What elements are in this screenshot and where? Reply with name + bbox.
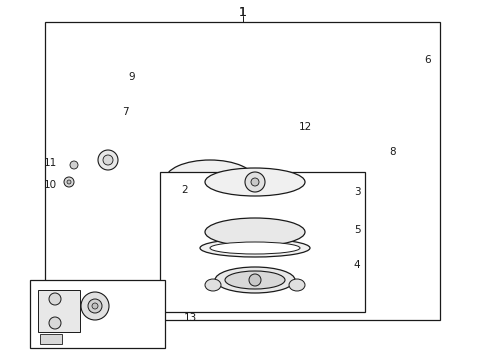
Text: 7: 7 (122, 107, 128, 117)
Ellipse shape (200, 239, 310, 257)
Polygon shape (152, 70, 225, 100)
Text: 1: 1 (239, 5, 247, 18)
Text: 13: 13 (183, 313, 196, 323)
Text: 3: 3 (354, 187, 360, 197)
Ellipse shape (165, 182, 255, 222)
Polygon shape (62, 158, 80, 172)
Polygon shape (358, 58, 425, 110)
Circle shape (103, 155, 113, 165)
Circle shape (98, 150, 118, 170)
Bar (40, 334, 62, 344)
Ellipse shape (205, 279, 221, 291)
Bar (160, 172, 365, 312)
Polygon shape (82, 85, 152, 155)
Circle shape (67, 180, 71, 184)
Text: 5: 5 (354, 225, 360, 235)
Ellipse shape (205, 218, 305, 246)
Text: 6: 6 (425, 55, 431, 65)
Polygon shape (285, 130, 316, 160)
Polygon shape (310, 62, 368, 112)
Ellipse shape (215, 267, 295, 293)
Circle shape (92, 303, 98, 309)
Text: 2: 2 (182, 185, 188, 195)
Text: 11: 11 (44, 158, 57, 168)
Bar (30, 280, 165, 348)
Bar (45, 22, 440, 320)
Circle shape (88, 299, 102, 313)
Polygon shape (82, 65, 340, 193)
Bar (38, 290, 80, 332)
Circle shape (49, 317, 61, 329)
Text: 10: 10 (44, 180, 56, 190)
Circle shape (251, 178, 259, 186)
Text: 8: 8 (390, 147, 396, 157)
Ellipse shape (225, 271, 285, 289)
Ellipse shape (289, 279, 305, 291)
Ellipse shape (205, 168, 305, 196)
Circle shape (64, 177, 74, 187)
Circle shape (81, 292, 109, 320)
Ellipse shape (165, 160, 255, 200)
Ellipse shape (210, 242, 300, 254)
Text: 4: 4 (354, 260, 360, 270)
Text: 1: 1 (239, 5, 247, 18)
Circle shape (49, 293, 61, 305)
Text: 12: 12 (298, 122, 312, 132)
Circle shape (245, 172, 265, 192)
Text: 9: 9 (129, 72, 135, 82)
Circle shape (249, 274, 261, 286)
Circle shape (70, 161, 78, 169)
